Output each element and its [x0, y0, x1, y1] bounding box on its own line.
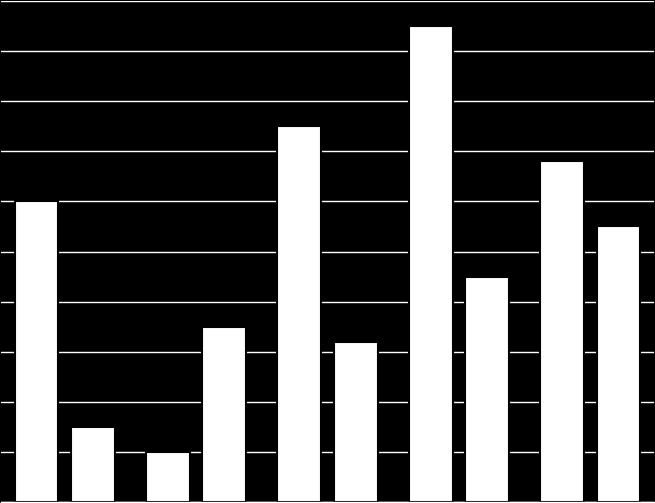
Bar [71, 427, 115, 501]
Bar [334, 342, 377, 501]
Bar [14, 202, 58, 501]
Bar [465, 277, 509, 501]
Bar [278, 126, 321, 501]
Bar [597, 226, 641, 501]
Bar [409, 26, 453, 501]
Bar [146, 452, 190, 501]
Bar [202, 326, 246, 501]
Bar [540, 161, 584, 501]
